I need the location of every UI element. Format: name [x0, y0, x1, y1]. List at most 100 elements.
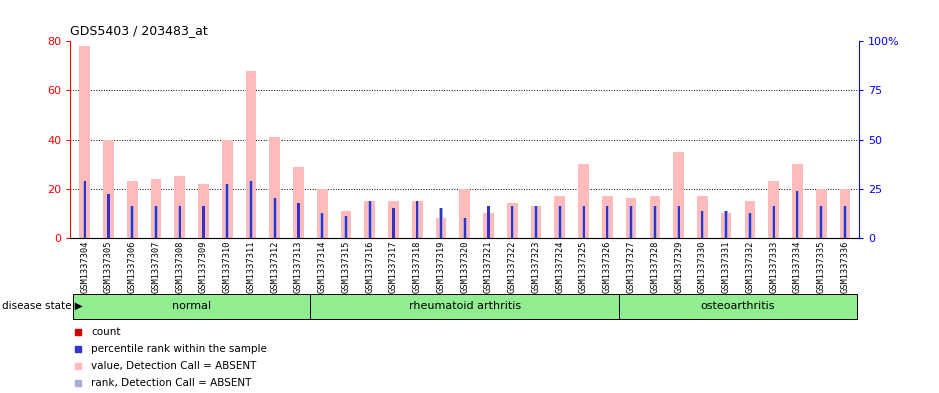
Bar [701, 211, 703, 238]
Bar [844, 206, 846, 238]
Bar [412, 201, 423, 238]
FancyBboxPatch shape [619, 294, 856, 319]
Bar [222, 140, 233, 238]
Bar [103, 140, 114, 238]
Bar [416, 201, 419, 238]
Bar [748, 213, 752, 238]
Bar [250, 181, 252, 238]
Bar [269, 137, 280, 238]
Bar [131, 206, 133, 238]
Bar [154, 206, 158, 238]
Bar [748, 213, 751, 238]
Bar [535, 206, 537, 238]
Bar [486, 206, 490, 238]
Bar [820, 206, 823, 238]
Bar [273, 198, 276, 238]
Bar [602, 196, 613, 238]
Bar [558, 206, 562, 238]
Bar [773, 206, 775, 238]
Bar [368, 201, 372, 238]
Bar [507, 203, 517, 238]
Text: GDS5403 / 203483_at: GDS5403 / 203483_at [70, 24, 208, 37]
Bar [202, 206, 206, 238]
Bar [203, 206, 205, 238]
Bar [582, 206, 585, 238]
Bar [293, 167, 304, 238]
Bar [150, 179, 162, 238]
Bar [795, 191, 799, 238]
Bar [578, 164, 589, 238]
Bar [721, 213, 731, 238]
Bar [725, 211, 727, 238]
Bar [531, 206, 542, 238]
Bar [393, 208, 394, 238]
Bar [793, 164, 803, 238]
Bar [745, 201, 755, 238]
Bar [673, 152, 684, 238]
Bar [625, 198, 637, 238]
Bar [83, 181, 86, 238]
Bar [796, 191, 798, 238]
Text: normal: normal [172, 301, 211, 311]
Bar [369, 201, 371, 238]
Bar [582, 206, 585, 238]
Bar [249, 181, 253, 238]
Bar [84, 181, 85, 238]
Text: rank, Detection Call = ABSENT: rank, Detection Call = ABSENT [91, 378, 252, 387]
Bar [607, 206, 608, 238]
Bar [127, 181, 137, 238]
Bar [388, 201, 399, 238]
Bar [297, 203, 300, 238]
Bar [178, 206, 181, 238]
FancyBboxPatch shape [73, 294, 311, 319]
Bar [700, 211, 704, 238]
Bar [487, 206, 489, 238]
Bar [177, 206, 181, 238]
Bar [416, 201, 419, 238]
Text: rheumatoid arthritis: rheumatoid arthritis [408, 301, 521, 311]
Bar [555, 196, 565, 238]
Bar [606, 206, 609, 238]
Bar [317, 189, 328, 238]
Bar [321, 213, 323, 238]
Bar [320, 213, 324, 238]
Bar [463, 218, 467, 238]
Bar [650, 196, 660, 238]
Bar [345, 216, 347, 238]
Bar [345, 216, 347, 238]
Bar [273, 198, 276, 238]
Bar [772, 206, 776, 238]
Bar [630, 206, 632, 238]
Text: value, Detection Call = ABSENT: value, Detection Call = ABSENT [91, 361, 256, 371]
Bar [484, 213, 494, 238]
Bar [298, 203, 300, 238]
Text: osteoarthritis: osteoarthritis [700, 301, 776, 311]
Bar [724, 211, 728, 238]
Text: disease state ▶: disease state ▶ [2, 301, 83, 311]
Bar [816, 189, 826, 238]
Bar [364, 201, 375, 238]
Bar [677, 206, 681, 238]
Bar [459, 189, 470, 238]
Bar [839, 189, 851, 238]
Bar [697, 196, 708, 238]
Bar [768, 181, 779, 238]
FancyBboxPatch shape [311, 294, 619, 319]
Bar [629, 206, 633, 238]
Bar [820, 206, 823, 238]
Bar [511, 206, 514, 238]
Bar [155, 206, 157, 238]
Bar [436, 218, 446, 238]
Bar [534, 206, 538, 238]
Bar [79, 46, 90, 238]
Bar [654, 206, 656, 238]
Text: percentile rank within the sample: percentile rank within the sample [91, 344, 267, 354]
Bar [511, 206, 515, 238]
Bar [654, 206, 656, 238]
Bar [843, 206, 847, 238]
Bar [464, 218, 466, 238]
Bar [107, 193, 110, 238]
Bar [226, 184, 228, 238]
Bar [175, 176, 185, 238]
Bar [131, 206, 134, 238]
